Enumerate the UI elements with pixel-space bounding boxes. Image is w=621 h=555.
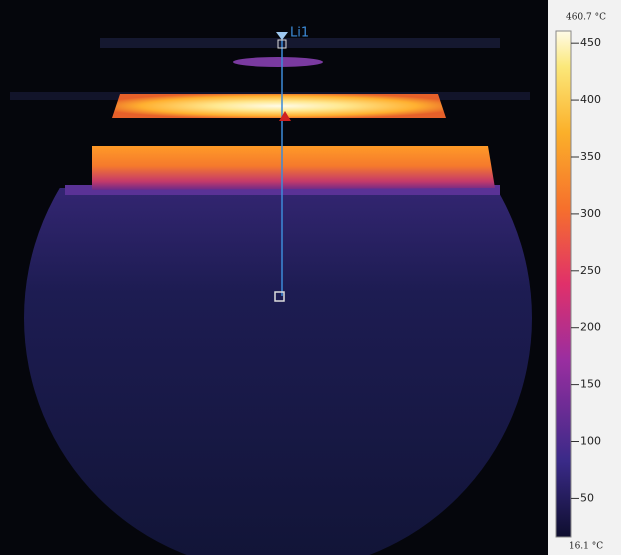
scale-tick-label: 50 [580,491,594,504]
lower-hot-band [92,146,495,190]
scale-tick-label: 250 [580,264,601,277]
small-hot-spot [233,57,323,67]
scale-tick-label: 150 [580,378,601,391]
thermal-screen: Li1 460.7 °C 16.1 °C 450 400 350 300 250 200 1… [0,0,621,555]
scale-tick-label: 300 [580,207,601,220]
scale-tick-label: 350 [580,150,601,163]
scale-max-label: 460.7 °C [566,13,606,23]
line-label: Li1 [290,26,309,41]
scale-tick-label: 200 [580,321,601,334]
scale-tick-label: 100 [580,435,601,448]
color-scale [556,31,571,537]
scale-min-label: 16.1 °C [569,542,603,552]
scale-tick-label: 400 [580,93,601,106]
scale-tick-label: 450 [580,36,601,49]
upper-hot-band [112,94,446,118]
